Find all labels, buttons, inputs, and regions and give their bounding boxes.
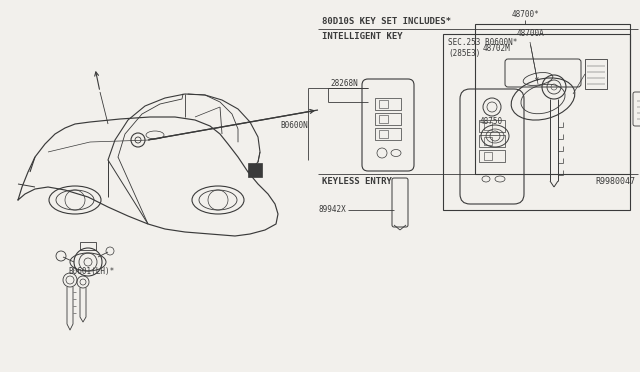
- Bar: [479, 135, 505, 147]
- Bar: [479, 120, 505, 132]
- Bar: [375, 113, 401, 125]
- Bar: [80, 242, 96, 250]
- Text: (285E3): (285E3): [448, 49, 481, 58]
- Text: INTELLIGENT KEY: INTELLIGENT KEY: [322, 32, 403, 41]
- Text: B0600N: B0600N: [280, 121, 308, 129]
- Text: 28268N: 28268N: [330, 79, 358, 88]
- Text: 48750: 48750: [480, 117, 503, 126]
- Bar: [484, 137, 492, 145]
- Text: 48702M: 48702M: [483, 44, 511, 53]
- Text: 80D10S KEY SET INCLUDES*: 80D10S KEY SET INCLUDES*: [322, 17, 451, 26]
- Bar: [585, 59, 607, 89]
- Bar: [248, 163, 262, 177]
- Bar: [475, 24, 630, 174]
- Bar: [375, 128, 401, 140]
- Text: R9980047: R9980047: [595, 177, 635, 186]
- Text: SEC.253 B0600N*: SEC.253 B0600N*: [448, 38, 517, 47]
- Bar: [379, 130, 388, 138]
- Bar: [484, 122, 492, 130]
- Bar: [379, 100, 388, 108]
- Text: 89942X: 89942X: [318, 205, 346, 215]
- Bar: [379, 115, 388, 123]
- Bar: [375, 98, 401, 110]
- Text: 48700*: 48700*: [511, 10, 539, 19]
- Bar: [443, 34, 630, 210]
- Text: 48700A: 48700A: [517, 29, 545, 38]
- Bar: [479, 150, 505, 162]
- Text: KEYLESS ENTRY: KEYLESS ENTRY: [322, 177, 392, 186]
- Text: B0601(LH)*: B0601(LH)*: [68, 267, 115, 276]
- Bar: [484, 152, 492, 160]
